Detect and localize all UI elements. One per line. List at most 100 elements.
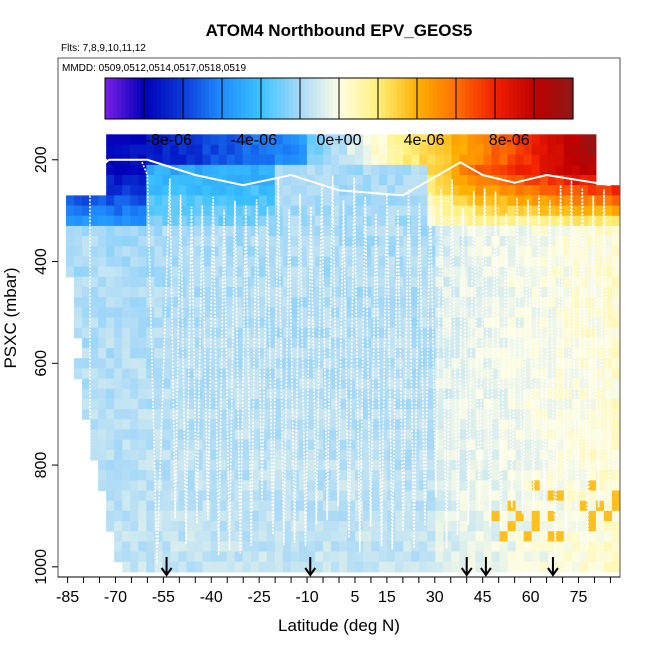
heatmap-cell xyxy=(419,307,428,318)
heatmap-cell xyxy=(443,551,452,563)
heatmap-cell xyxy=(330,236,340,247)
heatmap-cell xyxy=(387,358,396,369)
heatmap-cell xyxy=(555,419,565,430)
heatmap-cell xyxy=(162,490,171,502)
heatmap-cell xyxy=(306,398,316,410)
colorbar-segment xyxy=(373,78,378,119)
heatmap-cell xyxy=(74,368,83,380)
heatmap-cell xyxy=(178,388,187,400)
heatmap-cell xyxy=(531,419,541,430)
heatmap-cell xyxy=(363,256,372,268)
heatmap-cell xyxy=(387,164,396,176)
heatmap-cell xyxy=(475,185,485,196)
heatmap-cell xyxy=(539,317,549,329)
heatmap-cell xyxy=(146,337,155,349)
heatmap-cell xyxy=(138,348,147,359)
heatmap-cell xyxy=(459,348,468,359)
heatmap-cell xyxy=(194,561,204,573)
colorbar-frame xyxy=(104,77,574,120)
heatmap-cell xyxy=(330,500,340,512)
heatmap-cell xyxy=(435,154,444,166)
heatmap-cell xyxy=(66,246,75,257)
heatmap-cell xyxy=(114,195,123,207)
heatmap-cell xyxy=(314,236,324,247)
heatmap-cell xyxy=(499,276,509,288)
heatmap-cell xyxy=(154,510,163,522)
heatmap-cell xyxy=(274,429,284,441)
heatmap-cell xyxy=(483,449,493,461)
heatmap-cell xyxy=(411,307,420,318)
heatmap-cell xyxy=(218,215,228,227)
heatmap-cell xyxy=(355,225,364,237)
heatmap-cell xyxy=(347,521,356,532)
heatmap-cell xyxy=(234,348,244,359)
heatmap-cell xyxy=(146,480,155,491)
heatmap-cell xyxy=(419,521,428,532)
heatmap-cell xyxy=(130,337,139,349)
heatmap-cell xyxy=(194,236,204,247)
heatmap-cell xyxy=(355,388,364,400)
heatmap-cell xyxy=(459,215,468,227)
heatmap-cell xyxy=(138,388,147,400)
heatmap-cell xyxy=(539,164,549,176)
heatmap-cell xyxy=(98,368,107,380)
heatmap-cell xyxy=(122,398,131,410)
heatmap-cell xyxy=(459,205,468,217)
colorbar-segment xyxy=(261,78,266,119)
heatmap-cell xyxy=(186,388,195,400)
heatmap-cell xyxy=(539,541,549,553)
heatmap-cell xyxy=(339,459,348,471)
heatmap-cell xyxy=(130,236,139,247)
heatmap-cell xyxy=(507,246,517,257)
heatmap-cell xyxy=(306,185,316,196)
heatmap-cell xyxy=(186,266,195,278)
heatmap-cell xyxy=(427,134,436,145)
heatmap-cell xyxy=(178,327,187,339)
heatmap-cell xyxy=(82,348,91,359)
heatmap-cell xyxy=(547,164,557,176)
heatmap-cell xyxy=(427,449,436,461)
heatmap-cell xyxy=(355,368,364,380)
heatmap-cell xyxy=(266,276,276,288)
heatmap-cell xyxy=(587,561,597,573)
colorbar-segment xyxy=(145,78,150,119)
heatmap-cell xyxy=(138,205,147,217)
heatmap-cell xyxy=(130,225,139,237)
heatmap-cell xyxy=(363,225,372,237)
heatmap-cell xyxy=(443,154,452,166)
heatmap-cell xyxy=(611,459,620,471)
heatmap-cell xyxy=(162,337,171,349)
heatmap-cell xyxy=(162,246,171,257)
heatmap-cell xyxy=(138,470,147,481)
heatmap-cell xyxy=(387,256,396,268)
heatmap-cell xyxy=(202,236,212,247)
heatmap-cell xyxy=(435,561,444,573)
heatmap-cell xyxy=(483,368,493,380)
heatmap-cell xyxy=(258,531,268,542)
heatmap-cell xyxy=(258,378,268,390)
heatmap-cell xyxy=(363,327,372,339)
heatmap-cell xyxy=(467,358,476,369)
heatmap-cell xyxy=(146,409,155,420)
heatmap-cell xyxy=(555,256,565,268)
heatmap-cell xyxy=(355,409,364,420)
heatmap-cell xyxy=(194,144,204,156)
heatmap-cell xyxy=(579,388,589,400)
heatmap-cell xyxy=(282,246,292,257)
colorbar-segment xyxy=(125,78,130,119)
heatmap-cell xyxy=(611,195,620,207)
heatmap-cell xyxy=(322,541,332,553)
heatmap-cell xyxy=(130,358,139,369)
heatmap-cell xyxy=(459,195,468,207)
heatmap-cell xyxy=(146,510,155,522)
heatmap-cell xyxy=(347,480,356,491)
heatmap-cell xyxy=(475,449,485,461)
heatmap-cell xyxy=(234,368,244,380)
heatmap-cell xyxy=(395,398,404,410)
y-tick-label: 1000 xyxy=(33,549,50,585)
heatmap-cell xyxy=(491,510,501,522)
heatmap-cell xyxy=(258,185,268,196)
heatmap-cell xyxy=(523,419,533,430)
heatmap-cell xyxy=(122,459,131,471)
heatmap-cell xyxy=(603,337,613,349)
